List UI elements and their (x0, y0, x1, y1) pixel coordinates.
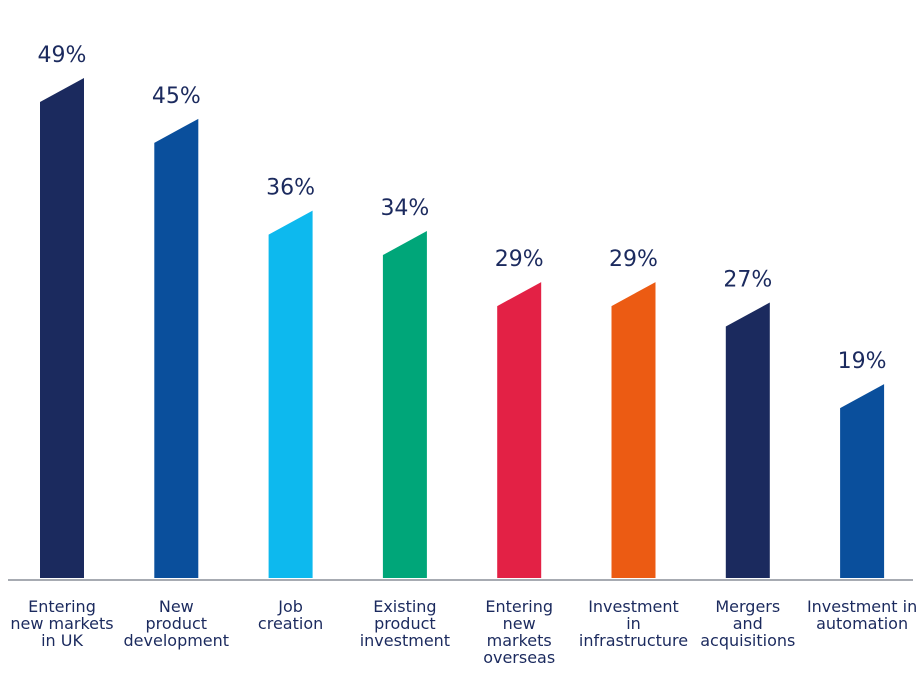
category-label-3: Existing product investment (360, 597, 450, 650)
value-label-7: 19% (838, 349, 887, 374)
bar-1 (154, 118, 199, 578)
value-label-4: 29% (495, 247, 544, 272)
bar-4 (497, 282, 542, 578)
category-label-0: Entering new markets in UK (10, 597, 113, 650)
category-label-6: Mergers and acquisitions (700, 597, 795, 650)
category-label-5: Investment in infrastructure (579, 597, 688, 650)
value-label-0: 49% (38, 43, 87, 68)
value-label-6: 27% (723, 267, 772, 292)
value-label-5: 29% (609, 247, 658, 272)
bar-5 (611, 282, 656, 578)
category-label-1: New product development (124, 597, 230, 650)
value-label-1: 45% (152, 84, 201, 109)
bar-3 (382, 231, 427, 578)
bar-2 (268, 210, 313, 578)
category-label-7: Investment in automation (807, 597, 917, 633)
value-label-2: 36% (266, 176, 315, 201)
category-label-2: Job creation (258, 597, 323, 633)
bar-7 (840, 384, 885, 578)
bar-6 (725, 302, 770, 578)
category-label-4: Entering new markets overseas (483, 597, 555, 667)
bar-0 (40, 78, 84, 578)
value-label-3: 34% (380, 196, 429, 221)
